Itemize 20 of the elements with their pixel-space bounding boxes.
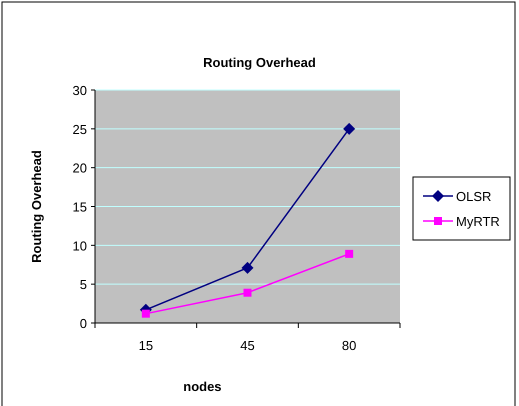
point bbox=[242, 262, 254, 274]
x-tick-label: 80 bbox=[342, 338, 356, 353]
y-tick-label: 20 bbox=[72, 160, 87, 176]
y-tick-label: 25 bbox=[72, 122, 87, 137]
legend-label: OLSR bbox=[456, 189, 492, 204]
y-axis-title: Routing Overhead bbox=[29, 150, 44, 263]
point bbox=[343, 122, 356, 135]
point bbox=[345, 250, 354, 258]
legend-label: MyRTR bbox=[456, 214, 500, 229]
x-axis-title: nodes bbox=[183, 379, 222, 394]
x-tick-label: 45 bbox=[240, 338, 255, 353]
x-tick-label: 15 bbox=[138, 338, 154, 353]
y-tick-label: 5 bbox=[80, 277, 87, 292]
point bbox=[142, 310, 150, 318]
y-tick-label: 15 bbox=[72, 200, 87, 214]
chart-title: Routing Overhead bbox=[203, 55, 316, 70]
y-tick-label: 0 bbox=[80, 316, 87, 331]
y-tick-label: 10 bbox=[72, 238, 87, 254]
y-tick-label: 30 bbox=[72, 83, 87, 98]
point bbox=[244, 288, 252, 297]
